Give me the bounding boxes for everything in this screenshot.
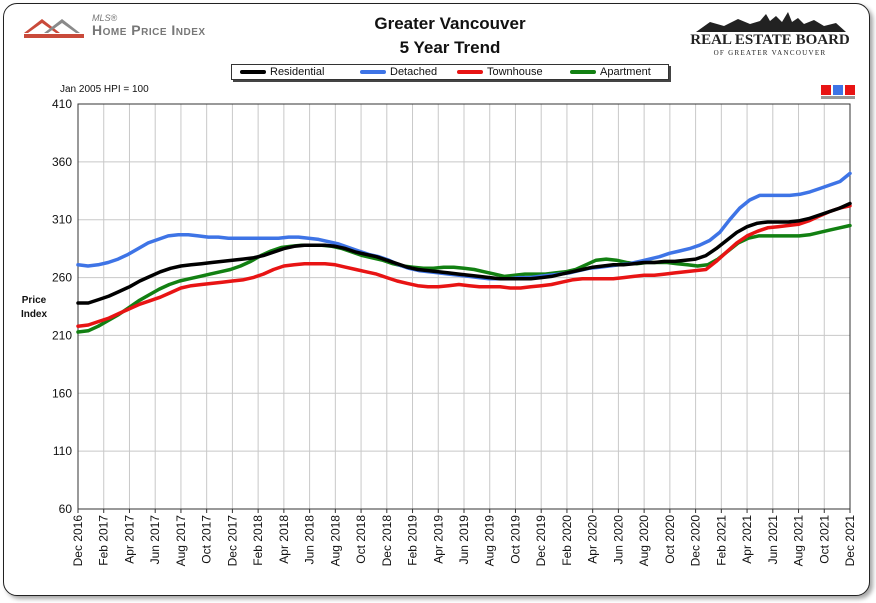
reb-name: REAL ESTATE BOARD <box>690 32 850 48</box>
x-tick-label: Feb 2018 <box>251 515 265 566</box>
x-tick-label: Apr 2018 <box>277 515 291 564</box>
city-skyline-icon <box>696 12 846 32</box>
x-tick-label: Aug 2021 <box>792 515 806 567</box>
x-tick-label: Jun 2020 <box>611 515 625 565</box>
x-tick-label: Apr 2019 <box>431 515 445 564</box>
y-tick-label: 260 <box>52 271 72 285</box>
x-tick-label: Aug 2017 <box>174 515 188 567</box>
x-tick-label: Dec 2016 <box>71 515 85 567</box>
mls-badge-icon <box>821 85 855 99</box>
hpi-base-note: Jan 2005 HPI = 100 <box>60 84 149 95</box>
x-tick-label: Jun 2018 <box>303 515 317 565</box>
x-tick-label: Feb 2020 <box>560 515 574 566</box>
legend-label-detached: Detached <box>390 66 438 78</box>
legend-label-residential: Residential <box>270 66 325 78</box>
x-tick-label: Dec 2020 <box>689 515 703 567</box>
y-tick-label: 210 <box>52 328 72 342</box>
y-axis-label-line2: Index <box>20 309 48 320</box>
x-tick-label: Apr 2017 <box>122 515 136 564</box>
x-tick-label: Oct 2021 <box>817 515 831 564</box>
x-tick-label: Jun 2019 <box>457 515 471 565</box>
x-tick-label: Oct 2019 <box>508 515 522 564</box>
series-line-townhouse <box>76 204 852 328</box>
x-tick-label: Dec 2017 <box>225 515 239 567</box>
y-tick-label: 410 <box>52 97 72 111</box>
chart-legend: Residential Detached Townhouse Apartment <box>231 64 669 80</box>
x-tick-label: Dec 2021 <box>843 515 857 567</box>
reb-logo: REAL ESTATE BOARD OF GREATER VANCOUVER <box>690 10 850 57</box>
y-tick-label: 160 <box>52 386 72 400</box>
y-axis-label-line1: Price <box>21 295 47 306</box>
mls-mark: MLS® <box>92 13 118 23</box>
x-tick-label: Aug 2018 <box>328 515 342 567</box>
legend-swatch-townhouse <box>457 70 483 74</box>
x-tick-label: Apr 2020 <box>586 515 600 564</box>
legend-label-townhouse: Townhouse <box>487 66 543 78</box>
chart-title-line2: 5 Year Trend <box>399 38 501 57</box>
mls-hpi-logo: MLS® Home Price Index <box>22 13 242 43</box>
y-axis-label: Price Index <box>14 294 54 322</box>
series-line-residential <box>76 201 852 305</box>
x-tick-label: Dec 2018 <box>380 515 394 567</box>
x-tick-label: Apr 2021 <box>740 515 754 564</box>
y-tick-label: 310 <box>52 213 72 227</box>
x-tick-label: Dec 2019 <box>534 515 548 567</box>
y-tick-label: 360 <box>52 155 72 169</box>
x-tick-label: Feb 2019 <box>406 515 420 566</box>
x-tick-label: Oct 2020 <box>663 515 677 564</box>
x-tick-label: Jun 2021 <box>766 515 780 565</box>
x-tick-label: Feb 2017 <box>97 515 111 566</box>
y-tick-label: 110 <box>53 444 72 458</box>
y-tick-label: 60 <box>59 502 73 516</box>
x-tick-label: Jun 2017 <box>148 515 162 565</box>
hpi-wordmark: Home Price Index <box>92 22 206 38</box>
x-tick-label: Feb 2021 <box>714 515 728 566</box>
x-tick-label: Aug 2020 <box>637 515 651 567</box>
chart-title-line1: Greater Vancouver <box>374 14 526 33</box>
house-roof-icon <box>24 19 84 38</box>
legend-swatch-apartment <box>570 70 596 74</box>
legend-swatch-residential <box>240 70 266 74</box>
reb-subtitle: OF GREATER VANCOUVER <box>713 49 827 57</box>
legend-swatch-detached <box>360 70 386 74</box>
x-tick-label: Aug 2019 <box>483 515 497 567</box>
legend-label-apartment: Apartment <box>600 66 651 78</box>
x-tick-label: Oct 2018 <box>354 515 368 564</box>
x-tick-label: Oct 2017 <box>200 515 214 564</box>
